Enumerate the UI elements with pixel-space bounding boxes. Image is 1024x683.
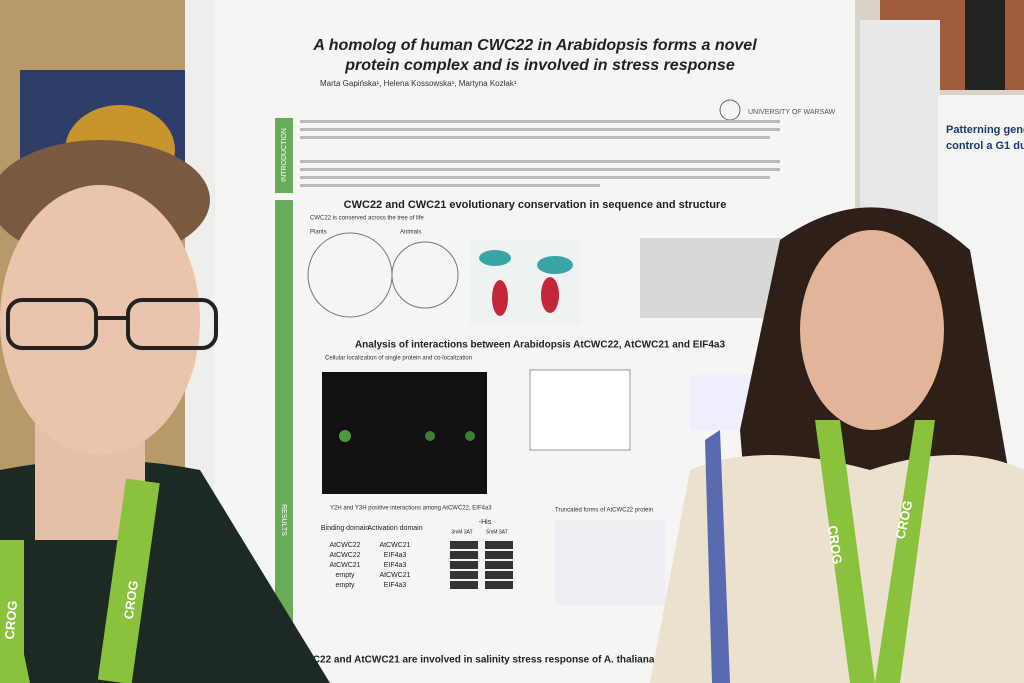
spot-cell <box>450 541 478 549</box>
spot-cell <box>450 551 478 559</box>
table: Binding domain Activation domain -His 3m… <box>321 519 508 535</box>
table-cell: empty <box>335 572 355 579</box>
lanyard-text: CROG <box>121 579 141 620</box>
section-title: Analysis of interactions between Arabido… <box>355 340 726 351</box>
section-title: AtCWC22 and AtCWC21 are involved in sali… <box>286 655 655 666</box>
table-cell: empty <box>335 582 355 589</box>
table-cell: AtCWC21 <box>379 572 410 579</box>
spot-cell <box>485 571 513 579</box>
table-header: Activation domain <box>367 525 422 532</box>
side-label: INTRODUCTION <box>281 128 288 182</box>
table-cell: AtCWC21 <box>379 542 410 549</box>
poster-title: A homolog of human CWC22 in Arabidopsis … <box>312 37 757 54</box>
table-cell: EIF4a3 <box>384 562 407 569</box>
person-right: CROG CROG <box>650 207 1024 683</box>
spot-cell <box>485 561 513 569</box>
table-cell: AtCWC22 <box>329 542 360 549</box>
table-cell: EIF4a3 <box>384 582 407 589</box>
panel-title: Truncated forms of AtCWC22 protein <box>555 508 653 514</box>
poster-title: protein complex and is involved in stres… <box>344 57 735 74</box>
poster-authors: Marta Gapińska¹, Helena Kossowska¹, Mart… <box>320 79 517 88</box>
affiliation: UNIVERSITY OF WARSAW <box>748 109 836 116</box>
table-header: -His <box>479 519 492 526</box>
spot-cell <box>450 571 478 579</box>
plot <box>529 369 631 451</box>
spot-cell <box>485 581 513 589</box>
right-poster-title: Patterning genes inv <box>946 124 1024 136</box>
panel-title: Y2H and Y3H positive interactions among … <box>330 506 492 512</box>
table-header: Binding domain <box>321 525 369 532</box>
truncation-diagram <box>555 520 665 605</box>
table-header: 5mM 3AT <box>486 529 507 535</box>
tree <box>391 241 459 309</box>
poster: A homolog of human CWC22 in Arabidopsis … <box>215 0 855 683</box>
side-label: RESULTS <box>280 504 287 536</box>
panel-title: CWC22 is conserved across the tree of li… <box>310 216 424 222</box>
tree-label: Plants <box>310 230 327 236</box>
table-cell: AtCWC21 <box>329 562 360 569</box>
panel-title: Cellular localization of single protein … <box>325 356 472 362</box>
spot-cell <box>485 551 513 559</box>
spot-cell <box>450 561 478 569</box>
lanyard-text: CROG <box>2 600 20 640</box>
side-band <box>275 200 293 683</box>
right-poster-title: control a G1 duration <box>946 140 1024 152</box>
lanyard-text: CROG <box>825 524 845 565</box>
intro-text <box>300 120 780 187</box>
person-left: CROG CROG <box>0 140 330 683</box>
table-header: 3mM 3AT <box>451 529 472 535</box>
alignment <box>640 238 785 318</box>
side-band <box>275 118 293 193</box>
spot-cell <box>450 581 478 589</box>
window <box>965 0 1005 90</box>
table-cell: EIF4a3 <box>384 552 407 559</box>
tree-label: Animals <box>400 230 421 236</box>
spot-cell <box>485 541 513 549</box>
table-cell: AtCWC22 <box>329 552 360 559</box>
section-title: CWC22 and CWC21 evolutionary conservatio… <box>344 199 727 211</box>
